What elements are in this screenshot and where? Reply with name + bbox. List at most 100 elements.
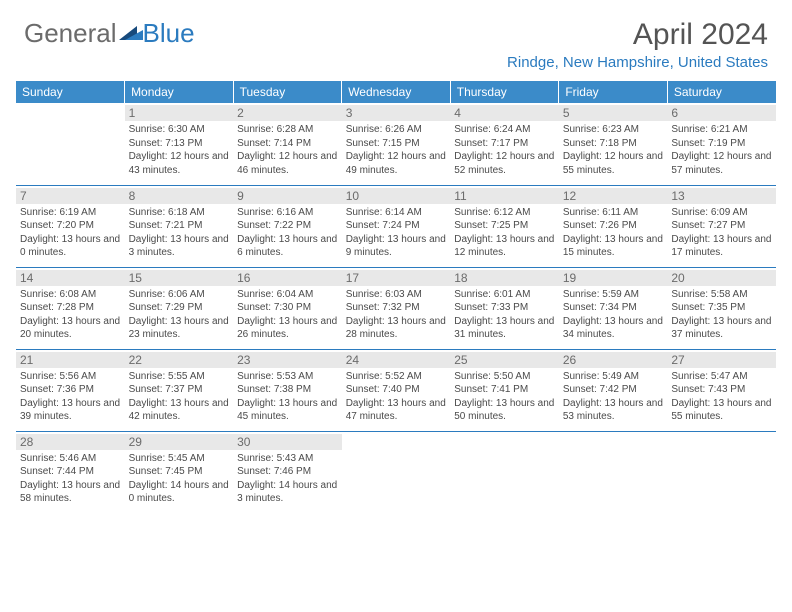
day-number: 15 <box>125 270 234 286</box>
sunrise-line: Sunrise: 5:58 AM <box>671 288 772 302</box>
day-number: 17 <box>342 270 451 286</box>
sunrise-line: Sunrise: 5:55 AM <box>129 370 230 384</box>
sunset-line: Sunset: 7:18 PM <box>563 137 664 151</box>
day-number: 23 <box>233 352 342 368</box>
day-number: 27 <box>667 352 776 368</box>
sunset-line: Sunset: 7:22 PM <box>237 219 338 233</box>
logo-text-2: Blue <box>143 18 195 49</box>
sunrise-line: Sunrise: 6:08 AM <box>20 288 121 302</box>
daylight-line: Daylight: 13 hours and 15 minutes. <box>563 233 664 260</box>
day-number: 16 <box>233 270 342 286</box>
daylight-line: Daylight: 13 hours and 28 minutes. <box>346 315 447 342</box>
calendar-cell: 13Sunrise: 6:09 AMSunset: 7:27 PMDayligh… <box>667 185 776 267</box>
daylight-line: Daylight: 13 hours and 0 minutes. <box>20 233 121 260</box>
day-number: 28 <box>16 434 125 450</box>
day-number: 21 <box>16 352 125 368</box>
calendar-week-row: 28Sunrise: 5:46 AMSunset: 7:44 PMDayligh… <box>16 431 776 513</box>
calendar-cell: 6Sunrise: 6:21 AMSunset: 7:19 PMDaylight… <box>667 103 776 185</box>
sunrise-line: Sunrise: 6:09 AM <box>671 206 772 220</box>
calendar-cell: 2Sunrise: 6:28 AMSunset: 7:14 PMDaylight… <box>233 103 342 185</box>
daylight-line: Daylight: 13 hours and 34 minutes. <box>563 315 664 342</box>
sunset-line: Sunset: 7:27 PM <box>671 219 772 233</box>
month-title: April 2024 <box>507 18 768 52</box>
sunrise-line: Sunrise: 6:30 AM <box>129 123 230 137</box>
sunrise-line: Sunrise: 6:26 AM <box>346 123 447 137</box>
sunset-line: Sunset: 7:32 PM <box>346 301 447 315</box>
calendar-cell: 1Sunrise: 6:30 AMSunset: 7:13 PMDaylight… <box>125 103 234 185</box>
sunrise-line: Sunrise: 6:18 AM <box>129 206 230 220</box>
daylight-line: Daylight: 12 hours and 52 minutes. <box>454 150 555 177</box>
day-number: 22 <box>125 352 234 368</box>
calendar-cell: 11Sunrise: 6:12 AMSunset: 7:25 PMDayligh… <box>450 185 559 267</box>
day-number: 29 <box>125 434 234 450</box>
day-number: 3 <box>342 105 451 121</box>
location: Rindge, New Hampshire, United States <box>507 54 768 71</box>
calendar-cell: 8Sunrise: 6:18 AMSunset: 7:21 PMDaylight… <box>125 185 234 267</box>
sunset-line: Sunset: 7:42 PM <box>563 383 664 397</box>
sunset-line: Sunset: 7:38 PM <box>237 383 338 397</box>
day-number: 19 <box>559 270 668 286</box>
sunrise-line: Sunrise: 5:59 AM <box>563 288 664 302</box>
day-number: 1 <box>125 105 234 121</box>
calendar-cell <box>342 431 451 513</box>
weekday-header: Saturday <box>667 81 776 103</box>
calendar-cell: 21Sunrise: 5:56 AMSunset: 7:36 PMDayligh… <box>16 349 125 431</box>
sunrise-line: Sunrise: 6:28 AM <box>237 123 338 137</box>
sunset-line: Sunset: 7:41 PM <box>454 383 555 397</box>
daylight-line: Daylight: 14 hours and 0 minutes. <box>129 479 230 506</box>
day-number: 13 <box>667 188 776 204</box>
calendar-week-row: 14Sunrise: 6:08 AMSunset: 7:28 PMDayligh… <box>16 267 776 349</box>
sunset-line: Sunset: 7:46 PM <box>237 465 338 479</box>
daylight-line: Daylight: 13 hours and 42 minutes. <box>129 397 230 424</box>
daylight-line: Daylight: 13 hours and 58 minutes. <box>20 479 121 506</box>
sunrise-line: Sunrise: 6:21 AM <box>671 123 772 137</box>
sunrise-line: Sunrise: 6:04 AM <box>237 288 338 302</box>
day-number: 4 <box>450 105 559 121</box>
calendar-cell: 23 Sunrise: 5:53 AMSunset: 7:38 PMDayligh… <box>233 349 342 431</box>
day-number: 26 <box>559 352 668 368</box>
calendar-cell <box>450 431 559 513</box>
day-number: 8 <box>125 188 234 204</box>
sunrise-line: Sunrise: 6:06 AM <box>129 288 230 302</box>
sunset-line: Sunset: 7:14 PM <box>237 137 338 151</box>
sunrise-line: Sunrise: 5:47 AM <box>671 370 772 384</box>
sunset-line: Sunset: 7:24 PM <box>346 219 447 233</box>
daylight-line: Daylight: 13 hours and 26 minutes. <box>237 315 338 342</box>
calendar-cell <box>559 431 668 513</box>
calendar-cell: 16Sunrise: 6:04 AMSunset: 7:30 PMDayligh… <box>233 267 342 349</box>
day-number: 10 <box>342 188 451 204</box>
calendar-cell: 22Sunrise: 5:55 AMSunset: 7:37 PMDayligh… <box>125 349 234 431</box>
title-block: April 2024 Rindge, New Hampshire, United… <box>507 18 768 71</box>
weekday-header: Monday <box>125 81 234 103</box>
calendar-cell: 18Sunrise: 6:01 AMSunset: 7:33 PMDayligh… <box>450 267 559 349</box>
daylight-line: Daylight: 13 hours and 37 minutes. <box>671 315 772 342</box>
calendar-week-row: 1 Sunrise: 6:30 AMSunset: 7:13 PM Daylight… <box>16 103 776 185</box>
sunset-line: Sunset: 7:15 PM <box>346 137 447 151</box>
calendar-cell: 17Sunrise: 6:03 AMSunset: 7:32 PMDayligh… <box>342 267 451 349</box>
calendar-cell: 25Sunrise: 5:50 AMSunset: 7:41 PMDayligh… <box>450 349 559 431</box>
daylight-line: Daylight: 13 hours and 12 minutes. <box>454 233 555 260</box>
sunset-line: Sunset: 7:13 PM <box>129 137 230 151</box>
day-number: 2 <box>233 105 342 121</box>
daylight-line: Daylight: 13 hours and 53 minutes. <box>563 397 664 424</box>
daylight-line: Daylight: 13 hours and 45 minutes. <box>237 397 338 424</box>
daylight-line: Daylight: 13 hours and 55 minutes. <box>671 397 772 424</box>
day-number: 9 <box>233 188 342 204</box>
sunset-line: Sunset: 7:43 PM <box>671 383 772 397</box>
calendar-week-row: 21Sunrise: 5:56 AMSunset: 7:36 PMDayligh… <box>16 349 776 431</box>
sunrise-line: Sunrise: 5:53 AM <box>237 370 338 384</box>
logo-text-1: General <box>24 18 117 49</box>
day-number: 24 <box>342 352 451 368</box>
day-number: 25 <box>450 352 559 368</box>
daylight-line: Daylight: 12 hours and 57 minutes. <box>671 150 772 177</box>
daylight-line: Daylight: 13 hours and 23 minutes. <box>129 315 230 342</box>
calendar-cell: 15Sunrise: 6:06 AMSunset: 7:29 PMDayligh… <box>125 267 234 349</box>
calendar-cell <box>16 103 125 185</box>
day-number: 5 <box>559 105 668 121</box>
daylight-line: Daylight: 13 hours and 6 minutes. <box>237 233 338 260</box>
logo-mark-icon <box>119 18 143 49</box>
sunset-line: Sunset: 7:45 PM <box>129 465 230 479</box>
daylight-line: Daylight: 13 hours and 9 minutes. <box>346 233 447 260</box>
sunset-line: Sunset: 7:21 PM <box>129 219 230 233</box>
sunset-line: Sunset: 7:33 PM <box>454 301 555 315</box>
